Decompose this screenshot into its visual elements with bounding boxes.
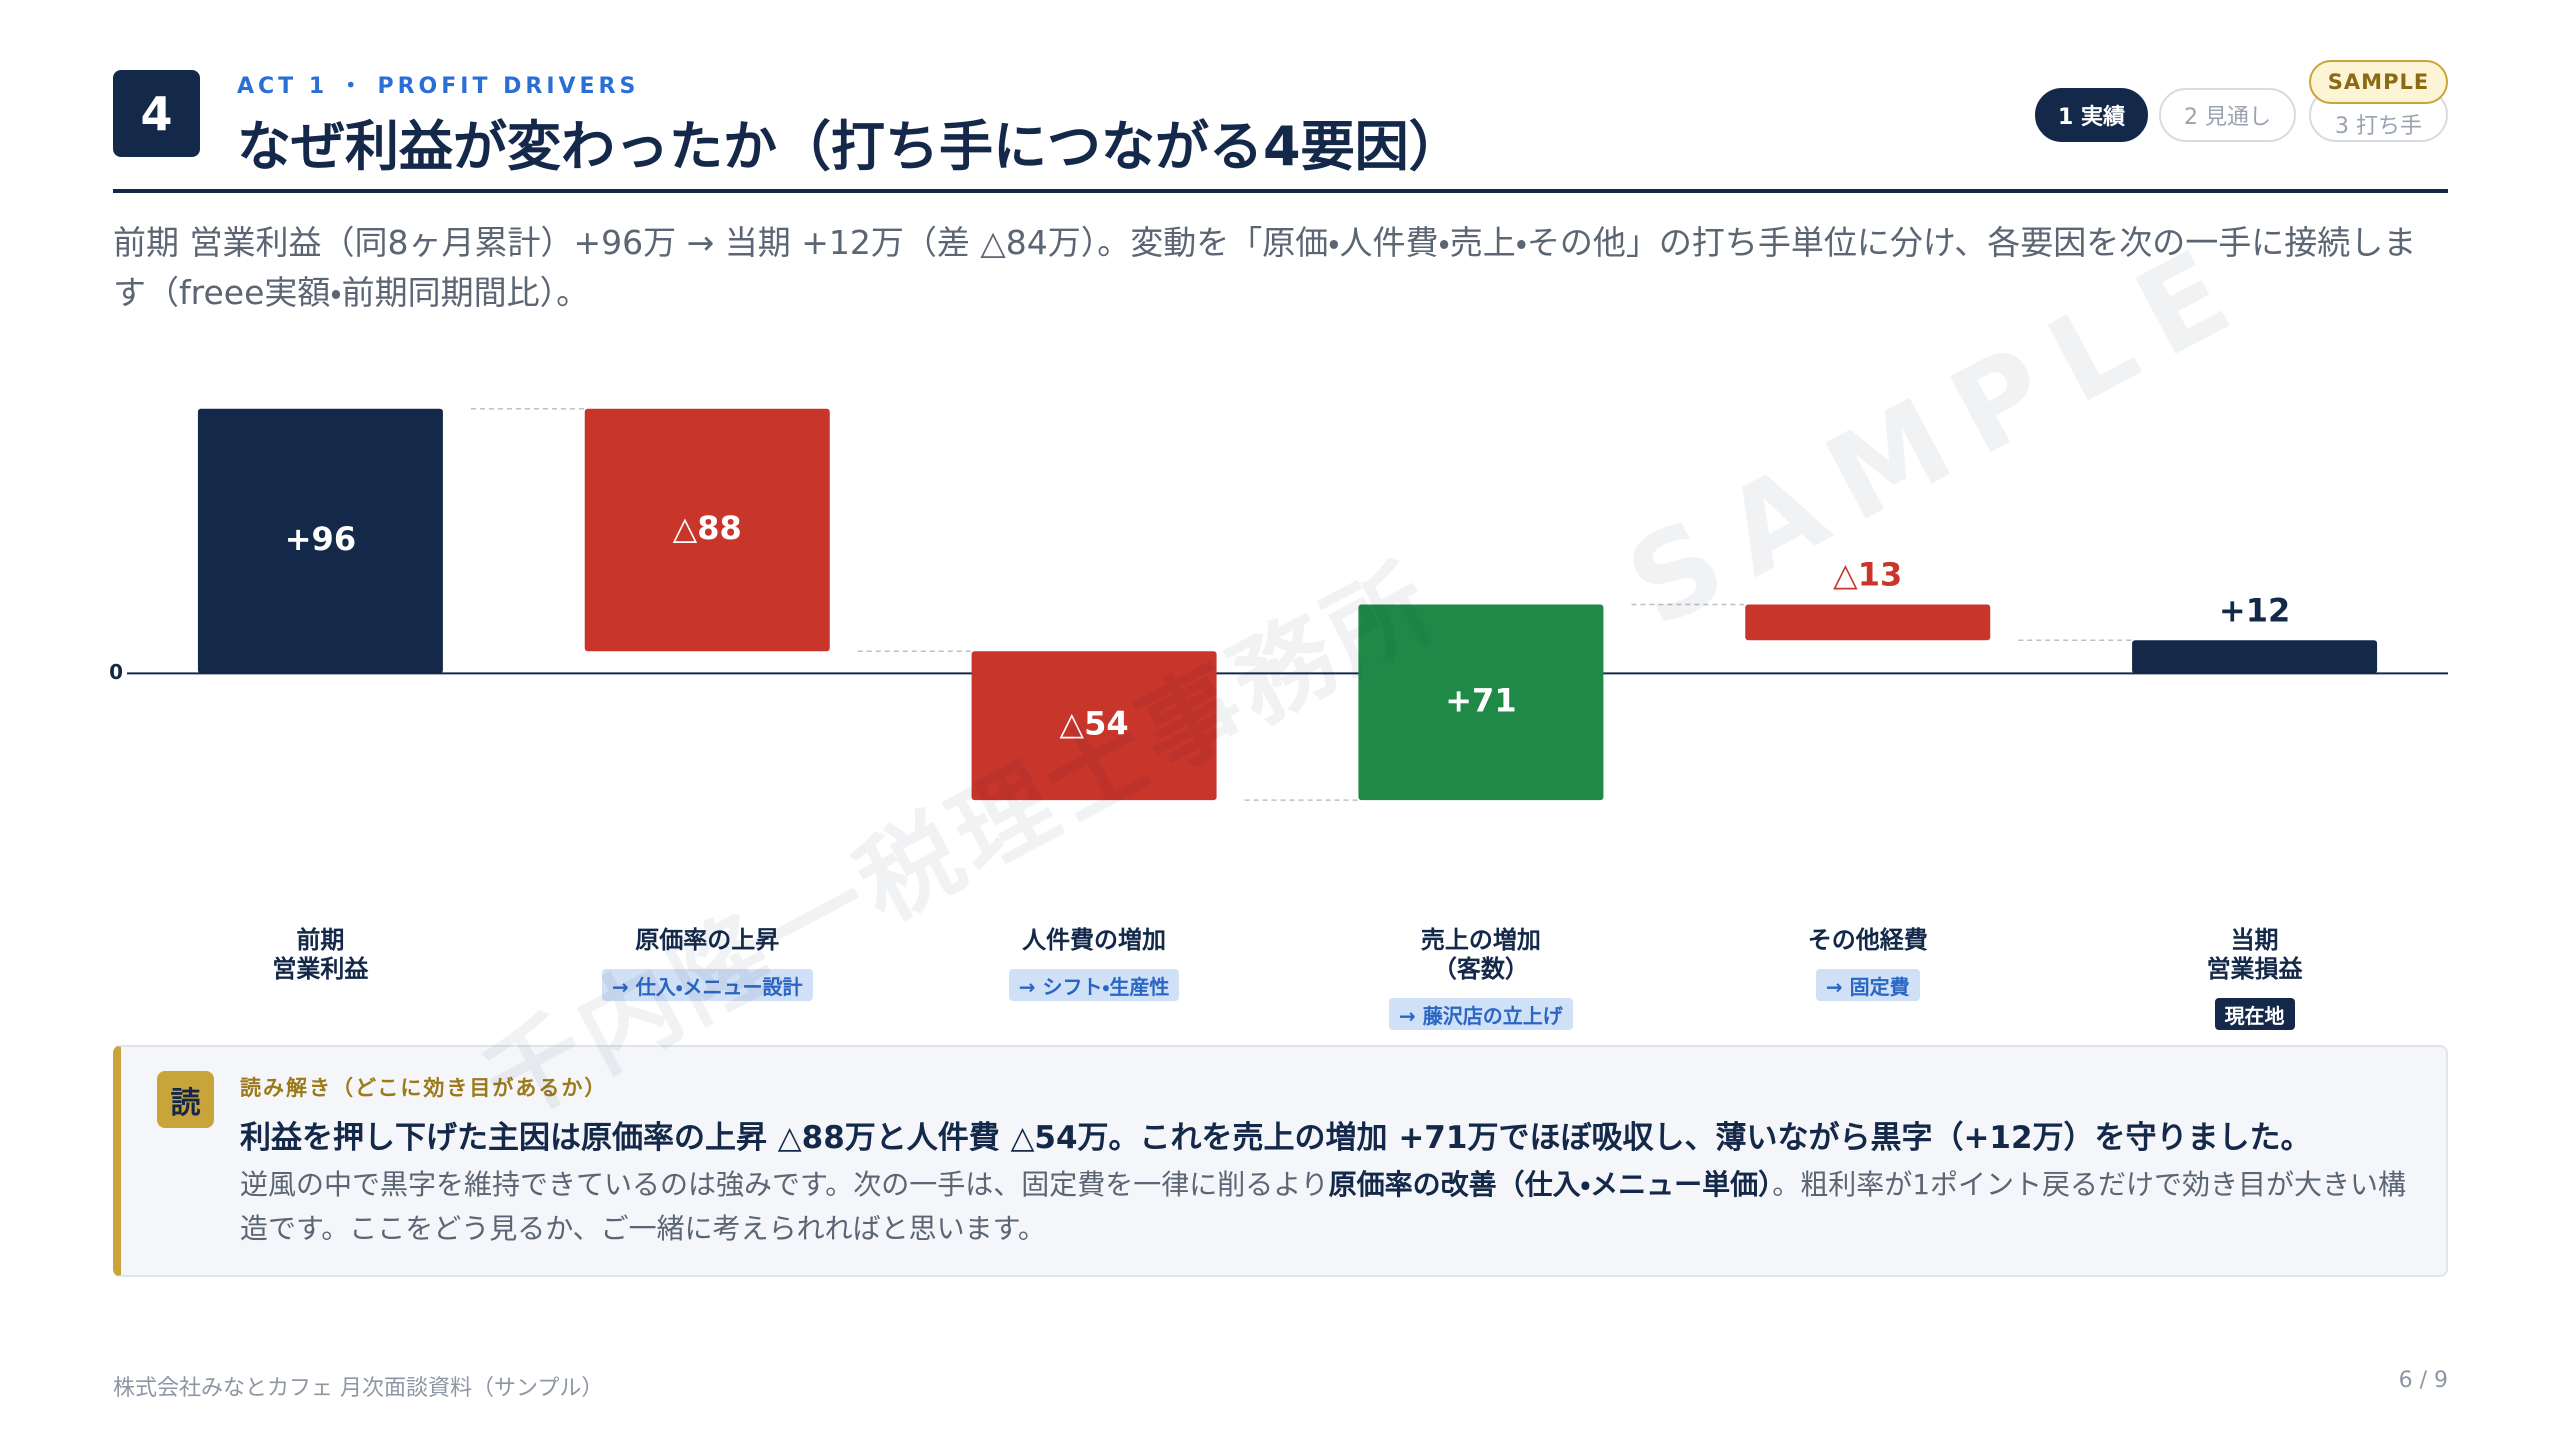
- title: なぜ利益が変わったか（打ち手につながる4要因）: [237, 115, 1463, 178]
- category: 当期 営業損益現在地: [2061, 926, 2448, 1030]
- value-label: +96: [285, 520, 356, 558]
- x-tick-label: 原価率の上昇: [635, 926, 780, 954]
- text: 。粗利率が1ポイント戻るだけで効き目が大きい構造です。ここをどう見るか、ご一緒に…: [240, 1168, 2407, 1245]
- callout-body: 逆風の中で黒字を維持できているのは強みです。次の一手は、固定費を一律に削るより原…: [240, 1163, 2420, 1251]
- slide-number: 4: [113, 70, 200, 157]
- eyebrow: ACT 1 ・ PROFIT DRIVERS: [237, 74, 640, 99]
- bar: [971, 651, 1217, 801]
- x-tick-label: 売上の増加 （客数）: [1420, 926, 1541, 983]
- value-label: △13: [1833, 555, 1902, 593]
- category: 売上の増加 （客数） → 藤沢店の立上げ: [1288, 926, 1675, 1030]
- category-note: → 藤沢店の立上げ: [1389, 998, 1573, 1030]
- category-note: 現在地: [2214, 998, 2295, 1030]
- category: 人件費の増加 → シフト・生産性: [901, 926, 1288, 1001]
- bar: [2132, 640, 2378, 674]
- bar: [584, 408, 830, 652]
- category-note: → 固定費: [1815, 969, 1920, 1001]
- x-tick-label: その他経費: [1807, 926, 1928, 954]
- callout-lead: 利益を押し下げた主因は原価率の上昇 △88万と人件費 △54万。これを売上の増加…: [240, 1120, 2312, 1156]
- value-label: +71: [1445, 681, 1516, 719]
- header-rule: [113, 189, 2448, 193]
- bar: [1358, 604, 1604, 801]
- y-tick-label: 0: [109, 660, 123, 684]
- x-tick-label: 前期 営業利益: [272, 926, 369, 983]
- text: 逆風の中で黒字を維持できているのは強みです。次の一手は、固定費を一律に削るより: [240, 1168, 1329, 1201]
- step-tab[interactable]: 2 見通し: [2159, 88, 2296, 142]
- footer-left: 株式会社みなとカフェ 月次面談資料（サンプル）: [113, 1376, 604, 1401]
- x-tick-label: 当期 営業損益: [2206, 926, 2303, 983]
- category-note: → シフト・生産性: [1008, 969, 1180, 1001]
- category-note: → 仕入・メニュー設計: [601, 969, 813, 1001]
- x-tick-label: 人件費の増加: [1022, 926, 1167, 954]
- bar: [197, 408, 443, 674]
- value-label: △54: [1060, 705, 1129, 743]
- category: 原価率の上昇 → 仕入・メニュー設計: [514, 926, 901, 1001]
- emphasis: 原価率の改善（仕入・メニュー単価）: [1328, 1168, 1773, 1201]
- page-number: 6 / 9: [2398, 1368, 2448, 1393]
- step-tab[interactable]: 1 実績: [2035, 88, 2148, 142]
- subtitle: 前期 営業利益（同8ヶ月累計）+96万 → 当期 +12万（差 △84万）。変動…: [113, 223, 2417, 312]
- category: その他経費 → 固定費: [1674, 926, 2061, 1001]
- bar: [1745, 604, 1991, 641]
- category: 前期 営業利益: [127, 926, 514, 984]
- value-label: △88: [673, 509, 742, 547]
- sample-badge: SAMPLE: [2309, 60, 2448, 104]
- callout-heading: 読み解き（どこに効き目があるか）: [240, 1076, 608, 1100]
- callout-box: [113, 1045, 2448, 1277]
- callout-icon: 読: [157, 1071, 214, 1128]
- value-label: +12: [2219, 591, 2290, 629]
